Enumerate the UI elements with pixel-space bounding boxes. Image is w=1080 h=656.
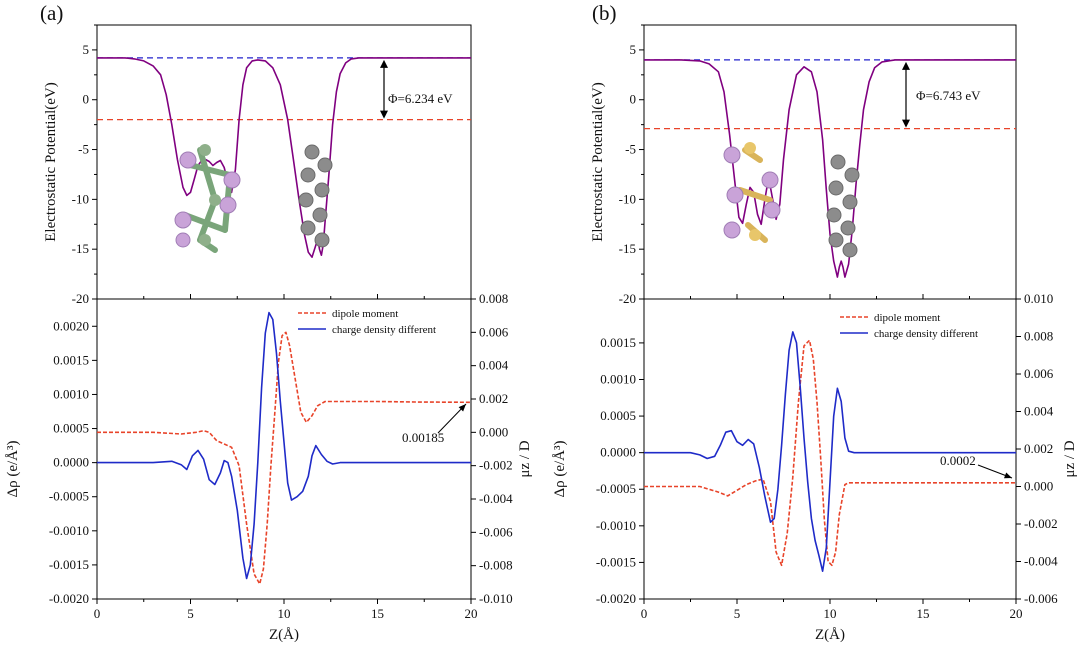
charge-density-line: [644, 331, 1016, 573]
bottom-right-y-tick-label: -0.002: [479, 458, 513, 473]
legend-label-dipole: dipole moment: [332, 308, 398, 320]
x-tick-label: 0: [94, 606, 101, 621]
panel-b: 5 0 -5 -10 -15 -20 Electrostatic Potential(eV)…: [552, 24, 1078, 643]
bottom-right-y-tick-label: -0.002: [1024, 516, 1058, 531]
top-y-tick-label: 5: [83, 42, 90, 57]
bottom-left-y-tick-label: -0.0010: [49, 523, 89, 538]
bottom-right-y-tick-label: -0.006: [1024, 591, 1058, 606]
dipole-value-label: 0.00185: [402, 430, 444, 445]
top-y-tick-label: 5: [630, 42, 637, 57]
bottom-right-y-tick-label: 0.006: [479, 324, 509, 339]
bottom-left-y-axis-label: Δρ (e/Å³): [5, 440, 21, 497]
top-y-axis-label: Electrostatic Potential(eV): [43, 82, 59, 242]
legend-label-charge: charge density different: [332, 324, 436, 336]
bottom-left-y-tick-label: 0.0005: [600, 408, 636, 423]
top-y-tick-label: -10: [619, 191, 636, 206]
potential-line: [644, 59, 1016, 278]
arrow-head-down: [380, 110, 388, 119]
bottom-right-y-tick-label: 0.010: [1024, 291, 1053, 306]
bottom-right-y-tick-label: 0.000: [479, 424, 508, 439]
arrow-head-down: [902, 119, 910, 128]
bottom-left-y-tick-label: 0.0005: [53, 421, 89, 436]
legend-label-charge: charge density different: [874, 328, 978, 340]
panel-a: 5 0 -5 -10 -15 -20 Electrostatic Potential(eV)…: [5, 24, 533, 643]
bottom-left-y-tick-label: 0.0020: [53, 318, 89, 333]
bottom-left-y-axis-label: Δρ (e/Å³): [552, 440, 568, 497]
bottom-left-y-tick-label: 0.0010: [53, 386, 89, 401]
bottom-right-y-tick-label: 0.004: [1024, 404, 1054, 419]
molecule-inset-b-carbon: [826, 154, 860, 258]
bottom-left-y-tick-label: 0.0015: [53, 352, 89, 367]
bottom-left-y-tick-label: -0.0005: [49, 489, 89, 504]
arrow-head-up: [380, 59, 388, 68]
x-axis-label: Z(Å): [269, 627, 299, 643]
bottom-right-y-axis-label: μz / D: [517, 440, 533, 477]
bottom-right-y-tick-label: 0.000: [1024, 479, 1053, 494]
bottom-left-y-tick-label: 0.0000: [53, 455, 89, 470]
bottom-right-y-tick-label: 0.002: [479, 391, 508, 406]
bottom-right-y-tick-label: 0.006: [1024, 366, 1054, 381]
bottom-left-y-tick-label: 0.0010: [600, 371, 636, 386]
panel-label-b: (b): [592, 1, 617, 25]
potential-line: [97, 57, 471, 259]
top-y-tick-label: -5: [625, 142, 636, 157]
top-plot-frame: [643, 24, 1017, 300]
bottom-right-y-tick-label: 0.008: [1024, 329, 1053, 344]
bottom-right-y-tick-label: 0.008: [479, 291, 508, 306]
x-tick-label: 0: [641, 606, 648, 621]
x-axis-label: Z(Å): [815, 627, 845, 643]
x-tick-label: 20: [1010, 606, 1023, 621]
dipole-value-arrow-head: [458, 404, 466, 412]
charge-density-line: [97, 311, 471, 580]
x-tick-label: 20: [465, 606, 478, 621]
bottom-right-y-axis-label: μz / D: [1062, 440, 1078, 477]
bottom-left-y-tick-label: -0.0020: [49, 591, 89, 606]
molecule-inset-b: [723, 142, 781, 243]
top-y-tick-label: -20: [619, 291, 636, 306]
dipole-moment-line: [97, 331, 472, 585]
arrow-head-up: [902, 61, 910, 70]
bottom-left-y-tick-label: 0.0015: [600, 335, 636, 350]
top-y-tick-label: -5: [78, 142, 89, 157]
top-y-tick-label: -15: [619, 241, 636, 256]
x-tick-label: 5: [187, 606, 194, 621]
bottom-left-y-tick-label: -0.0015: [596, 554, 636, 569]
bottom-right-y-tick-label: -0.004: [479, 491, 513, 506]
bottom-left-y-tick-label: -0.0005: [596, 481, 636, 496]
top-y-axis-label: Electrostatic Potential(eV): [590, 82, 606, 242]
bottom-right-y-tick-label: 0.004: [479, 358, 509, 373]
bottom-left-y-tick-label: -0.0020: [596, 591, 636, 606]
work-function-label: Φ=6.743 eV: [916, 88, 981, 103]
bottom-right-y-tick-label: 0.002: [1024, 441, 1053, 456]
bottom-right-y-tick-label: -0.008: [479, 558, 513, 573]
bottom-left-y-tick-label: 0.0000: [600, 445, 636, 460]
bottom-left-y-tick-label: -0.0010: [596, 518, 636, 533]
dipole-value-label: 0.0002: [940, 453, 976, 468]
dipole-value-arrow-head: [1004, 472, 1012, 479]
x-tick-label: 10: [824, 606, 837, 621]
top-y-tick-label: 0: [83, 92, 90, 107]
work-function-label: Φ=6.234 eV: [388, 91, 453, 106]
bottom-left-y-tick-label: -0.0015: [49, 557, 89, 572]
top-y-tick-label: -10: [72, 191, 89, 206]
x-tick-label: 5: [734, 606, 741, 621]
x-tick-label: 15: [917, 606, 930, 621]
bottom-right-y-tick-label: -0.006: [479, 524, 513, 539]
bottom-right-y-tick-label: -0.004: [1024, 554, 1058, 569]
top-y-tick-label: -20: [72, 291, 89, 306]
bottom-right-y-tick-label: -0.010: [479, 591, 513, 606]
legend-label-dipole: dipole moment: [874, 312, 940, 324]
top-y-tick-label: -15: [72, 241, 89, 256]
bottom-plot-frame: [643, 298, 1017, 600]
x-tick-label: 10: [278, 606, 291, 621]
x-tick-label: 15: [371, 606, 384, 621]
panel-label-a: (a): [40, 1, 63, 25]
molecule-inset-a-carbon: [298, 144, 333, 248]
molecule-inset-a: [174, 144, 241, 253]
top-y-tick-label: 0: [630, 92, 637, 107]
